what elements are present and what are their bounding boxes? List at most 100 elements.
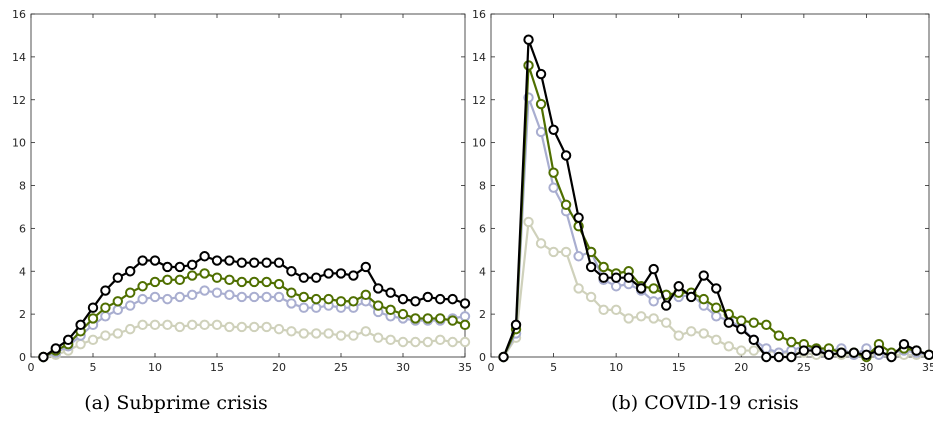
- data-point: [748, 334, 759, 346]
- data-point: [360, 289, 371, 301]
- data-point: [335, 330, 347, 341]
- data-point: [261, 321, 272, 333]
- data-point: [736, 345, 747, 356]
- data-point: [623, 272, 634, 283]
- data-point: [610, 304, 622, 316]
- data-point: [711, 283, 722, 294]
- data-point: [87, 313, 99, 324]
- data-point: [410, 313, 421, 324]
- data-point: [149, 255, 161, 266]
- data-point: [335, 296, 347, 307]
- data-point: [100, 330, 111, 341]
- series-line: [38, 319, 471, 363]
- data-point: [298, 302, 309, 313]
- data-point: [573, 251, 584, 262]
- data-point: [249, 276, 260, 288]
- data-point: [137, 255, 148, 266]
- data-point: [422, 291, 433, 303]
- data-point: [236, 276, 248, 288]
- subprime-crisis-caption: (a) Subprime crisis: [84, 392, 268, 414]
- data-point: [298, 328, 309, 339]
- data-point: [422, 336, 433, 348]
- data-point: [199, 319, 210, 331]
- data-point: [635, 283, 647, 294]
- data-point: [187, 270, 198, 281]
- data-point: [211, 272, 223, 283]
- data-point: [397, 308, 409, 320]
- data-point: [335, 268, 347, 279]
- data-point: [498, 351, 509, 363]
- data-point: [199, 285, 210, 296]
- data-point: [125, 323, 136, 335]
- data-point: [273, 257, 285, 268]
- data-point: [435, 334, 446, 346]
- data-point: [112, 296, 124, 307]
- data-point: [125, 300, 136, 311]
- data-point: [585, 291, 597, 303]
- data-point: [323, 268, 334, 279]
- y-tick-label: 6: [479, 222, 486, 235]
- data-point: [447, 336, 458, 348]
- data-point: [249, 257, 260, 268]
- data-point: [773, 351, 785, 363]
- data-point: [224, 289, 235, 301]
- data-point: [761, 319, 772, 331]
- data-point: [100, 285, 111, 296]
- data-point: [224, 274, 235, 286]
- data-point: [573, 283, 584, 294]
- data-point: [535, 68, 547, 80]
- data-point: [761, 351, 772, 363]
- data-point: [137, 319, 148, 331]
- data-point: [598, 272, 609, 283]
- data-point: [174, 321, 186, 333]
- data-point: [911, 345, 922, 356]
- data-point: [137, 281, 148, 292]
- data-point: [748, 317, 759, 328]
- data-point: [623, 313, 634, 324]
- data-point: [698, 328, 709, 339]
- series-line: [38, 268, 471, 363]
- subprime-crisis-chart: 0 5 10 15 20 25 30 35 0 2 4 6 8 10 12 14 16: [12, 8, 472, 374]
- data-point: [236, 291, 248, 303]
- y-tick-label: 8: [479, 180, 486, 193]
- data-point: [635, 311, 647, 322]
- y-tick-label: 0: [19, 351, 26, 364]
- data-point: [211, 287, 223, 298]
- data-point: [548, 182, 559, 193]
- data-point: [748, 345, 759, 356]
- series-line: [498, 92, 933, 363]
- data-point: [162, 261, 173, 273]
- data-point: [686, 326, 697, 337]
- x-tick-label: 20: [272, 361, 286, 374]
- covid-19-crisis-caption: (b) COVID-19 crisis: [611, 392, 799, 414]
- data-point: [162, 274, 173, 286]
- data-point: [75, 338, 86, 350]
- data-point: [661, 317, 672, 328]
- data-point: [523, 216, 534, 228]
- x-tick-label: 30: [859, 361, 873, 374]
- data-point: [548, 167, 559, 178]
- y-tick-label: 16: [12, 8, 26, 21]
- covid-19-crisis-chart: 0 5 10 15 20 25 30 35 0 2 4 6 8 10 12 14 16: [472, 8, 933, 374]
- data-point: [397, 336, 409, 348]
- data-point: [898, 338, 910, 350]
- data-point: [261, 276, 272, 288]
- data-point: [560, 199, 572, 210]
- data-point: [360, 326, 371, 337]
- y-tick-label: 16: [472, 8, 486, 21]
- data-point: [249, 291, 260, 303]
- y-tick-label: 0: [479, 351, 486, 364]
- data-point: [125, 287, 136, 298]
- data-point: [459, 311, 471, 322]
- data-point: [112, 328, 124, 339]
- x-tick-label: 15: [210, 361, 224, 374]
- data-point: [137, 293, 148, 305]
- data-point: [211, 319, 223, 331]
- data-point: [786, 351, 797, 363]
- data-point: [261, 257, 272, 268]
- data-point: [199, 268, 210, 279]
- data-point: [848, 347, 860, 358]
- data-point: [673, 281, 684, 292]
- data-point: [459, 298, 471, 309]
- data-point: [273, 278, 285, 290]
